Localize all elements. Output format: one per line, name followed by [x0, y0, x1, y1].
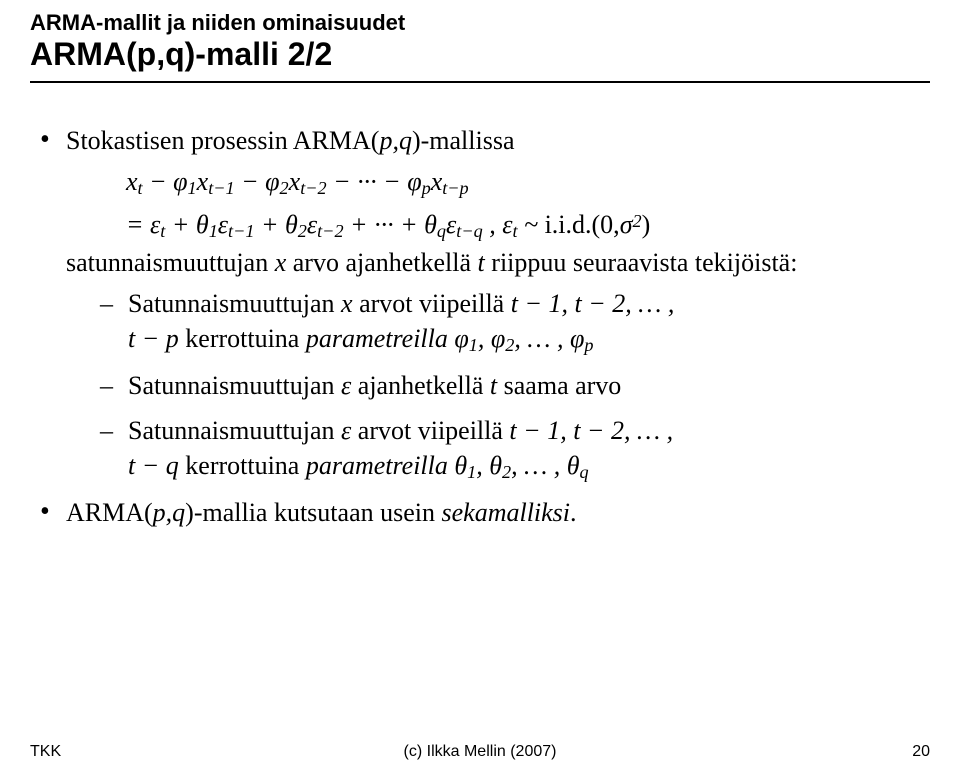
b2-em: sekamalliksi: [442, 498, 571, 527]
sub-list: Satunnaismuuttujan x arvot viipeillä t −…: [100, 286, 930, 484]
s1-line2-params: φ1, φ2, … , φp: [448, 324, 594, 353]
s1-line2-b: kerrottuina: [179, 324, 306, 353]
footer-center: (c) Ilkka Mellin (2007): [30, 743, 930, 761]
s3-line2-params: θ1, θ2, … , θq: [448, 451, 589, 480]
over-title: ARMA-mallit ja niiden ominaisuudet: [30, 10, 930, 36]
s3-line2-a: t − q: [128, 451, 179, 480]
b1-lead: Stokastisen prosessin ARMA(: [66, 126, 379, 155]
b2-pq: p,q: [153, 498, 186, 527]
title-rule: [30, 81, 930, 83]
footer-left: TKK: [30, 743, 61, 761]
sub-3: Satunnaismuuttujan ε arvot viipeillä t −…: [100, 413, 930, 485]
content: Stokastisen prosessin ARMA(p,q)-mallissa…: [30, 123, 930, 530]
s1-line2-c: parametreilla: [306, 324, 448, 353]
sub-2: Satunnaismuuttujan ε ajanhetkellä t saam…: [100, 368, 930, 403]
s3-line2-b: kerrottuina: [179, 451, 306, 480]
b1-post: satunnaismuuttujan x arvo ajanhetkellä t…: [66, 248, 797, 277]
equation-line-2: = εt + θ1εt−1 + θ2εt−2 + ··· + θqεt−q , …: [126, 207, 930, 244]
sub-1: Satunnaismuuttujan x arvot viipeillä t −…: [100, 286, 930, 358]
b2-c: .: [570, 498, 577, 527]
s3-t: t − 1, t − 2, … ,: [509, 416, 673, 445]
b1-pq: p,q: [379, 126, 412, 155]
s1-b: arvot viipeillä: [353, 289, 511, 318]
s3-eps: ε: [341, 416, 351, 445]
s1-a: Satunnaismuuttujan: [128, 289, 341, 318]
b2-a: ARMA(: [66, 498, 153, 527]
s3-a: Satunnaismuuttujan: [128, 416, 341, 445]
bullet-1: Stokastisen prosessin ARMA(p,q)-mallissa…: [38, 123, 930, 485]
s1-t: t − 1, t − 2, … ,: [511, 289, 675, 318]
s3-b: arvot viipeillä: [351, 416, 509, 445]
slide: ARMA-mallit ja niiden ominaisuudet ARMA(…: [0, 0, 960, 771]
equation-line-1: xt − φ1xt−1 − φ2xt−2 − ··· − φpxt−p: [126, 164, 930, 201]
bullet-2: ARMA(p,q)-mallia kutsutaan usein sekamal…: [38, 495, 930, 530]
s1-var: x: [341, 289, 353, 318]
footer-right: 20: [912, 743, 930, 761]
footer: TKK (c) Ilkka Mellin (2007) 20: [30, 743, 930, 761]
s3-line2-c: parametreilla: [306, 451, 448, 480]
b2-b: )-mallia kutsutaan usein: [185, 498, 441, 527]
title: ARMA(p,q)-malli 2/2: [30, 36, 930, 73]
b1-tail: )-mallissa: [412, 126, 515, 155]
top-list: Stokastisen prosessin ARMA(p,q)-mallissa…: [38, 123, 930, 530]
s1-line2-a: t − p: [128, 324, 179, 353]
